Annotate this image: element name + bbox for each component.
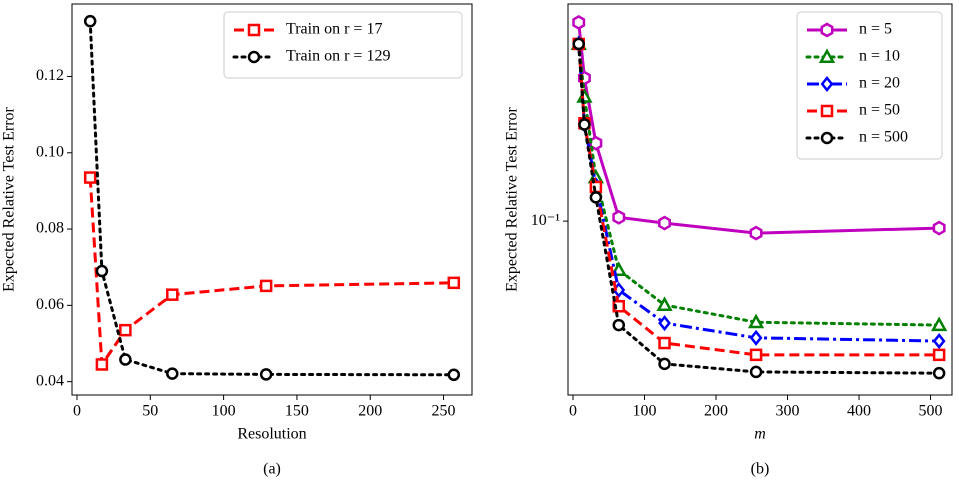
marker [95, 358, 109, 371]
marker [447, 368, 461, 382]
marker [578, 118, 591, 131]
x-tick-label: 200 [358, 403, 382, 420]
x-tick-label: 100 [212, 403, 236, 420]
caption: (a) [263, 461, 281, 478]
marker [656, 296, 673, 312]
marker [658, 357, 671, 371]
marker [166, 367, 179, 380]
x-tick-label: 500 [919, 403, 943, 420]
x-tick-label: 200 [704, 403, 728, 420]
y-axis-label: Expected Relative Test Error [504, 106, 521, 291]
y-axis-label: Expected Relative Test Error [1, 106, 18, 291]
y-tick-label: 0.06 [36, 296, 64, 313]
plot-frame [71, 3, 473, 396]
marker [589, 191, 603, 204]
legend-label: n = 5 [859, 21, 892, 38]
marker [119, 353, 132, 366]
x-tick-label: 100 [633, 403, 657, 420]
series-line [88, 19, 456, 377]
legend-marker [820, 104, 834, 118]
legend-label: n = 20 [859, 75, 900, 92]
y-tick-label: 0.08 [36, 220, 64, 237]
marker [749, 329, 763, 346]
series-line [88, 177, 454, 369]
x-axis-label: m [754, 426, 766, 443]
legend-box [223, 11, 463, 79]
legend-label: n = 50 [859, 102, 900, 119]
x-tick-label: 400 [847, 403, 871, 420]
marker [931, 316, 948, 332]
legend-label: n = 500 [859, 129, 908, 146]
marker [658, 336, 671, 350]
marker [658, 315, 671, 332]
marker [447, 276, 461, 290]
x-tick-label: 0 [569, 403, 577, 420]
marker [932, 333, 946, 350]
legend-marker [818, 48, 836, 64]
y-tick-label: 0.04 [36, 372, 64, 389]
plot-frame [567, 3, 953, 396]
legend-label: Train on r = 17 [286, 21, 382, 38]
marker [932, 366, 946, 380]
marker [576, 88, 593, 103]
marker [658, 215, 671, 231]
x-tick-label: 0 [73, 403, 81, 420]
legend-marker [247, 50, 261, 64]
marker [572, 37, 585, 51]
legend-box [796, 11, 943, 160]
x-tick-label: 250 [432, 403, 456, 420]
marker [932, 348, 946, 362]
y-tick-label: 10⁻¹ [531, 212, 560, 229]
legend-label: n = 10 [859, 48, 900, 65]
marker [932, 220, 946, 236]
y-tick-label: 0.12 [36, 67, 64, 84]
legend-marker [820, 75, 834, 93]
marker [612, 300, 626, 313]
marker [747, 313, 765, 329]
x-tick-label: 50 [142, 403, 158, 420]
marker [83, 171, 97, 184]
caption: (b) [751, 461, 770, 478]
marker [612, 209, 626, 225]
legend-marker [247, 23, 261, 37]
marker [119, 323, 132, 337]
legend-marker [820, 22, 834, 38]
marker [749, 225, 763, 241]
marker [612, 318, 626, 332]
marker [259, 368, 273, 381]
marker [259, 279, 273, 293]
y-tick-label: 0.10 [36, 143, 64, 160]
x-tick-label: 150 [285, 403, 309, 420]
marker [572, 14, 586, 30]
marker [95, 264, 109, 278]
marker [166, 288, 179, 301]
marker [83, 14, 97, 28]
marker [749, 365, 763, 379]
marker [749, 348, 763, 362]
legend-marker [820, 131, 834, 145]
x-axis-label: Resolution [237, 426, 306, 443]
x-tick-label: 300 [776, 403, 800, 420]
legend-label: Train on r = 129 [286, 48, 390, 65]
